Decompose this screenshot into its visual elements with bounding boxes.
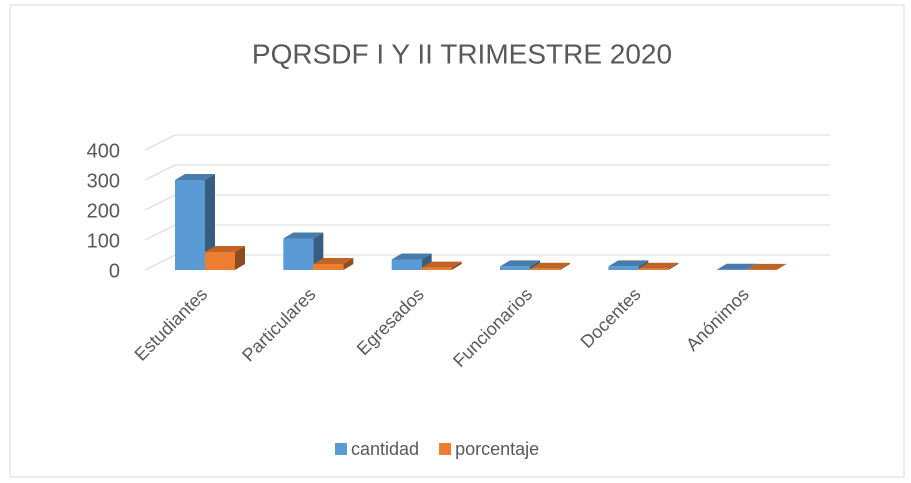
bar-top — [283, 232, 324, 239]
bar-top — [746, 263, 787, 270]
bar — [530, 262, 570, 270]
y-tick-label: 400 — [87, 140, 120, 162]
bar — [746, 263, 787, 270]
bar-top — [421, 261, 462, 268]
bar-front — [175, 180, 205, 270]
bar-side — [421, 253, 432, 270]
chart-frame — [9, 4, 905, 478]
bar-front — [421, 267, 452, 270]
bar — [175, 174, 215, 270]
bar — [638, 262, 679, 270]
chart-title: PQRSDF I Y II TRIMESTRE 2020 — [252, 38, 672, 69]
bar-top — [205, 246, 245, 252]
bar-top — [716, 263, 757, 270]
bar-front — [530, 268, 560, 270]
legend-swatch — [439, 443, 452, 455]
bar-front — [283, 238, 314, 270]
y-tick-label: 0 — [109, 260, 120, 282]
legend-label: cantidad — [351, 439, 419, 459]
bar — [283, 232, 324, 270]
bar-side — [343, 258, 354, 270]
legend-label: porcentaje — [455, 439, 539, 459]
bar-top — [175, 174, 215, 180]
bar-top — [638, 262, 679, 269]
bar-front — [205, 252, 235, 270]
bar-top — [608, 260, 649, 267]
y-tick-label: 200 — [87, 200, 120, 222]
bar-front — [500, 266, 530, 270]
y-tick-label: 300 — [87, 170, 120, 192]
legend-swatch — [335, 443, 347, 455]
grid-line — [144, 134, 830, 151]
bar — [421, 261, 462, 270]
bar-side — [776, 263, 787, 270]
bar-top — [313, 258, 354, 264]
bar-top — [391, 253, 432, 260]
bar-top — [530, 262, 570, 269]
bar-front — [391, 259, 422, 270]
bar-side — [451, 261, 462, 270]
bar-front — [313, 264, 344, 270]
bar — [391, 253, 432, 270]
bar — [205, 246, 245, 270]
bar-side — [668, 262, 679, 270]
grid-line — [144, 164, 830, 181]
bar-front — [608, 266, 639, 270]
bar-side — [205, 174, 215, 270]
bar-side — [560, 262, 570, 270]
bar-top — [500, 260, 540, 267]
bar-front — [638, 268, 669, 270]
bar-side — [235, 246, 245, 270]
y-tick-label: 100 — [87, 230, 120, 252]
bar — [313, 258, 354, 270]
